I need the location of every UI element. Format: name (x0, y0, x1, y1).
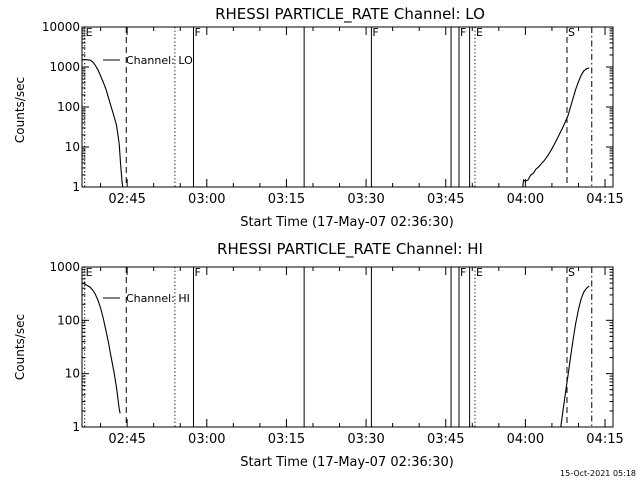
y-tick-label: 1 (72, 180, 80, 194)
series-line (81, 282, 121, 414)
event-flag-label: F (460, 266, 466, 279)
x-tick-label: 03:45 (427, 192, 464, 207)
event-flag-label: E (86, 26, 93, 39)
lo-channel-panel: RHESSI PARTICLE_RATE Channel: LO Start T… (13, 5, 624, 230)
y-tick-label: 10 (65, 367, 80, 381)
y-tick-label: 1 (72, 420, 80, 434)
series-line (522, 67, 590, 188)
y-tick-label: 100 (57, 313, 80, 327)
y-tick-label: 10000 (42, 20, 80, 34)
event-flag-label: F (372, 26, 378, 39)
y-tick-label: 10 (65, 140, 80, 154)
hi-channel-panel: RHESSI PARTICLE_RATE Channel: HI Start T… (13, 240, 624, 470)
event-flag-label: E (86, 266, 93, 279)
hi-x-axis-label: Start Time (17-May-07 02:36:30) (240, 455, 454, 470)
lo-x-axis-label: Start Time (17-May-07 02:36:30) (240, 215, 454, 230)
event-flag-label: E (476, 26, 483, 39)
event-flag-label: S (568, 266, 575, 279)
x-tick-label: 03:45 (427, 432, 464, 447)
x-tick-label: 03:15 (268, 432, 305, 447)
hi-y-axis-label: Counts/sec (13, 314, 27, 380)
x-tick-label: 03:00 (188, 432, 225, 447)
series-line (560, 285, 590, 428)
hi-chart-title: RHESSI PARTICLE_RATE Channel: HI (217, 240, 483, 259)
plot-frame (81, 26, 614, 188)
y-tick-label: 1000 (49, 60, 80, 74)
x-tick-label: 03:15 (268, 192, 305, 207)
x-tick-label: 04:15 (586, 432, 623, 447)
hi-legend-label: Channel: HI (126, 292, 190, 305)
lo-y-axis-label: Counts/sec (13, 77, 27, 143)
x-tick-label: 03:30 (347, 432, 384, 447)
lo-legend-label: Channel: LO (126, 54, 193, 67)
footer-timestamp: 15-Oct-2021 05:18 (560, 469, 636, 478)
event-flag-label: F (195, 26, 201, 39)
lo-chart-title: RHESSI PARTICLE_RATE Channel: LO (215, 5, 485, 24)
y-tick-label: 100 (57, 100, 80, 114)
x-tick-label: 04:15 (586, 192, 623, 207)
event-flag-label: E (476, 266, 483, 279)
x-tick-label: 04:00 (507, 192, 544, 207)
y-tick-label: 1000 (49, 260, 80, 274)
x-tick-label: 03:00 (188, 192, 225, 207)
plot-frame (81, 266, 614, 428)
event-flag-label: F (460, 26, 466, 39)
event-flag-label: S (568, 26, 575, 39)
x-tick-label: 02:45 (108, 192, 145, 207)
event-flag-label: F (195, 266, 201, 279)
x-tick-label: 03:30 (347, 192, 384, 207)
x-tick-label: 02:45 (108, 432, 145, 447)
x-tick-label: 04:00 (507, 432, 544, 447)
series-line (81, 58, 124, 188)
